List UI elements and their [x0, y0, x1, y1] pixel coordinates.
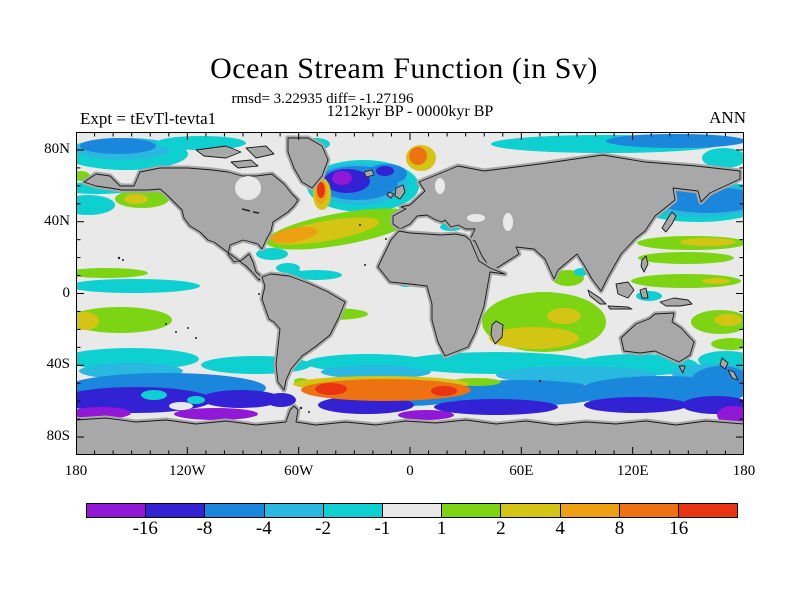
anomaly-bands-equatorial-pacific	[76, 268, 744, 350]
caspian-sea	[503, 213, 513, 231]
anomaly-band-mid-atlantic	[256, 208, 462, 379]
stream-function-map	[76, 132, 744, 455]
landmass-new-zealand	[719, 357, 729, 370]
y-axis-label: 80S	[46, 428, 70, 445]
x-axis-label: 0	[406, 463, 414, 479]
rmsd-diff-stats: rmsd= 3.22935 diff= -1.27196	[231, 91, 414, 107]
x-axis-label: 60W	[284, 463, 314, 479]
colorbar-boundary-label: -8	[196, 518, 213, 539]
season-label: ANN	[709, 108, 746, 127]
colorbar-segment	[87, 504, 147, 517]
experiment-label: Expt = tEvTl-tevta1	[80, 109, 217, 128]
x-axis-label: 120W	[168, 463, 206, 479]
landmass-iceland	[363, 169, 375, 178]
x-axis-label: 180	[64, 463, 88, 479]
colorbar-boundary-label: -1	[374, 518, 391, 539]
world-map	[76, 132, 744, 455]
period-label: 1212kyr BP - 0000kyr BP	[326, 103, 494, 120]
colorbar-segment	[382, 504, 443, 517]
x-axis-label: 60E	[509, 463, 534, 479]
landmass-britain	[394, 184, 406, 200]
colorbar-segment	[264, 504, 324, 517]
colorbar-segment	[442, 504, 502, 517]
colorbar-segment	[619, 504, 679, 517]
landmass-arctic-islands	[195, 145, 242, 159]
great-lakes	[241, 208, 260, 214]
landmass-sumatra	[587, 289, 607, 305]
colorbar-segment	[323, 504, 383, 517]
anomaly-bands-southern-ocean	[76, 348, 744, 424]
landmass-borneo	[615, 281, 635, 299]
colorbar-boundary-label: 1	[436, 518, 447, 539]
hudson-bay	[235, 176, 261, 200]
colorbar-boundary-label: -16	[132, 518, 158, 539]
y-axis-label: 0	[62, 284, 71, 301]
x-axis-label: 180	[732, 463, 756, 479]
colorbar	[86, 503, 738, 518]
black-sea	[467, 214, 485, 222]
colorbar-boundary-label: 4	[555, 518, 565, 539]
small-islands	[117, 224, 542, 413]
landmass-sulawesi	[639, 287, 649, 299]
y-axis-label: 40N	[44, 212, 70, 229]
landmass-philippines	[640, 255, 649, 273]
landmass-tasmania	[678, 365, 686, 374]
colorbar-boundary-label: 8	[614, 518, 625, 539]
colorbar-segment	[501, 504, 561, 517]
landmasses	[76, 135, 744, 455]
colorbar-segment	[146, 504, 206, 517]
x-axis-label: 120E	[616, 463, 649, 479]
colorbar-segment	[205, 504, 265, 517]
colorbar-boundary-label: 2	[496, 518, 506, 539]
anomaly-blob-north-atlantic	[307, 160, 419, 212]
map-frame	[76, 132, 744, 455]
anomaly-patch-indian-ocean	[482, 268, 606, 352]
baltic-sea	[435, 178, 445, 194]
colorbar-segment	[678, 504, 738, 517]
colorbar-segment	[560, 504, 620, 517]
landmass-ireland	[386, 191, 395, 199]
landmass-new-guinea	[659, 297, 693, 307]
landmass-japan	[661, 211, 677, 233]
landmass-java	[607, 305, 633, 310]
landmass-madagascar	[490, 320, 504, 345]
colorbar-boundary-label: -4	[255, 518, 272, 539]
colorbar-boundary-label: 16	[669, 518, 689, 539]
colorbar-boundary-label: -2	[315, 518, 331, 539]
page-title: Ocean Stream Function (in Sv)	[210, 52, 598, 85]
y-axis-label: 80N	[44, 140, 70, 157]
y-axis-label: 40S	[46, 356, 70, 373]
